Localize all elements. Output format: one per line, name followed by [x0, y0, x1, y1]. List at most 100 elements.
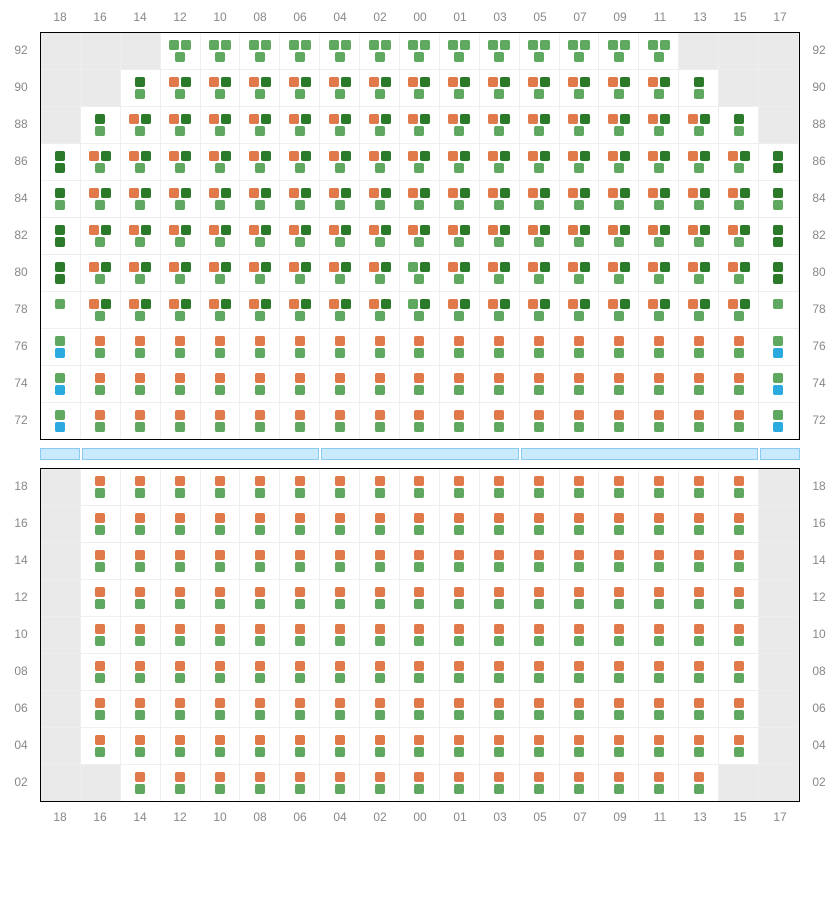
seat-cell[interactable]	[440, 403, 480, 439]
seat-cell[interactable]	[240, 691, 280, 727]
seat-cell[interactable]	[599, 144, 639, 180]
seat-cell[interactable]	[400, 728, 440, 764]
seat-cell[interactable]	[121, 543, 161, 579]
seat-cell[interactable]	[520, 617, 560, 653]
seat-cell[interactable]	[719, 181, 759, 217]
seat-cell[interactable]	[81, 218, 121, 254]
seat-cell[interactable]	[560, 728, 600, 764]
seat-cell[interactable]	[480, 255, 520, 291]
seat-cell[interactable]	[400, 181, 440, 217]
seat-cell[interactable]	[320, 469, 360, 505]
seat-cell[interactable]	[599, 329, 639, 365]
seat-cell[interactable]	[400, 403, 440, 439]
seat-cell[interactable]	[81, 469, 121, 505]
seat-cell[interactable]	[560, 765, 600, 801]
seat-cell[interactable]	[520, 506, 560, 542]
seat-cell[interactable]	[440, 144, 480, 180]
seat-cell[interactable]	[121, 366, 161, 402]
seat-cell[interactable]	[161, 654, 201, 690]
seat-cell[interactable]	[240, 765, 280, 801]
seat-cell[interactable]	[560, 181, 600, 217]
seat-cell[interactable]	[480, 543, 520, 579]
seat-cell[interactable]	[480, 617, 520, 653]
seat-cell[interactable]	[81, 580, 121, 616]
seat-cell[interactable]	[560, 580, 600, 616]
seat-cell[interactable]	[480, 506, 520, 542]
seat-cell[interactable]	[240, 366, 280, 402]
seat-cell[interactable]	[81, 255, 121, 291]
seat-cell[interactable]	[719, 506, 759, 542]
seat-cell[interactable]	[201, 292, 241, 328]
seat-cell[interactable]	[560, 70, 600, 106]
seat-cell[interactable]	[360, 654, 400, 690]
seat-cell[interactable]	[280, 580, 320, 616]
seat-cell[interactable]	[480, 107, 520, 143]
seat-cell[interactable]	[480, 218, 520, 254]
seat-cell[interactable]	[520, 70, 560, 106]
seat-cell[interactable]	[639, 617, 679, 653]
seat-cell[interactable]	[121, 70, 161, 106]
seat-cell[interactable]	[81, 329, 121, 365]
seat-cell[interactable]	[201, 366, 241, 402]
seat-cell[interactable]	[161, 329, 201, 365]
seat-cell[interactable]	[41, 292, 81, 328]
seat-cell[interactable]	[161, 366, 201, 402]
seat-cell[interactable]	[121, 292, 161, 328]
seat-cell[interactable]	[201, 617, 241, 653]
seat-cell[interactable]	[639, 366, 679, 402]
seat-cell[interactable]	[161, 33, 201, 69]
seat-cell[interactable]	[719, 580, 759, 616]
seat-cell[interactable]	[480, 144, 520, 180]
seat-cell[interactable]	[81, 366, 121, 402]
seat-cell[interactable]	[201, 765, 241, 801]
seat-cell[interactable]	[400, 329, 440, 365]
seat-cell[interactable]	[560, 107, 600, 143]
seat-cell[interactable]	[520, 33, 560, 69]
seat-cell[interactable]	[759, 329, 799, 365]
seat-cell[interactable]	[81, 617, 121, 653]
seat-cell[interactable]	[679, 691, 719, 727]
seat-cell[interactable]	[639, 144, 679, 180]
seat-cell[interactable]	[400, 506, 440, 542]
seat-cell[interactable]	[320, 580, 360, 616]
seat-cell[interactable]	[480, 33, 520, 69]
seat-cell[interactable]	[161, 70, 201, 106]
seat-cell[interactable]	[240, 728, 280, 764]
seat-cell[interactable]	[440, 218, 480, 254]
seat-cell[interactable]	[121, 403, 161, 439]
seat-cell[interactable]	[520, 255, 560, 291]
seat-cell[interactable]	[320, 403, 360, 439]
seat-cell[interactable]	[679, 654, 719, 690]
seat-cell[interactable]	[759, 181, 799, 217]
seat-cell[interactable]	[440, 506, 480, 542]
seat-cell[interactable]	[121, 580, 161, 616]
seat-cell[interactable]	[280, 691, 320, 727]
seat-cell[interactable]	[440, 33, 480, 69]
seat-cell[interactable]	[520, 580, 560, 616]
seat-cell[interactable]	[121, 255, 161, 291]
seat-cell[interactable]	[599, 580, 639, 616]
seat-cell[interactable]	[560, 506, 600, 542]
seat-cell[interactable]	[161, 469, 201, 505]
seat-cell[interactable]	[400, 292, 440, 328]
seat-cell[interactable]	[400, 144, 440, 180]
seat-cell[interactable]	[360, 765, 400, 801]
seat-cell[interactable]	[719, 728, 759, 764]
seat-cell[interactable]	[161, 181, 201, 217]
seat-cell[interactable]	[121, 691, 161, 727]
seat-cell[interactable]	[400, 33, 440, 69]
seat-cell[interactable]	[280, 255, 320, 291]
seat-cell[interactable]	[679, 765, 719, 801]
seat-cell[interactable]	[759, 366, 799, 402]
seat-cell[interactable]	[520, 403, 560, 439]
seat-cell[interactable]	[121, 617, 161, 653]
seat-cell[interactable]	[201, 144, 241, 180]
seat-cell[interactable]	[280, 617, 320, 653]
seat-cell[interactable]	[360, 580, 400, 616]
seat-cell[interactable]	[639, 403, 679, 439]
seat-cell[interactable]	[639, 107, 679, 143]
seat-cell[interactable]	[719, 617, 759, 653]
seat-cell[interactable]	[201, 329, 241, 365]
seat-cell[interactable]	[280, 654, 320, 690]
seat-cell[interactable]	[480, 403, 520, 439]
